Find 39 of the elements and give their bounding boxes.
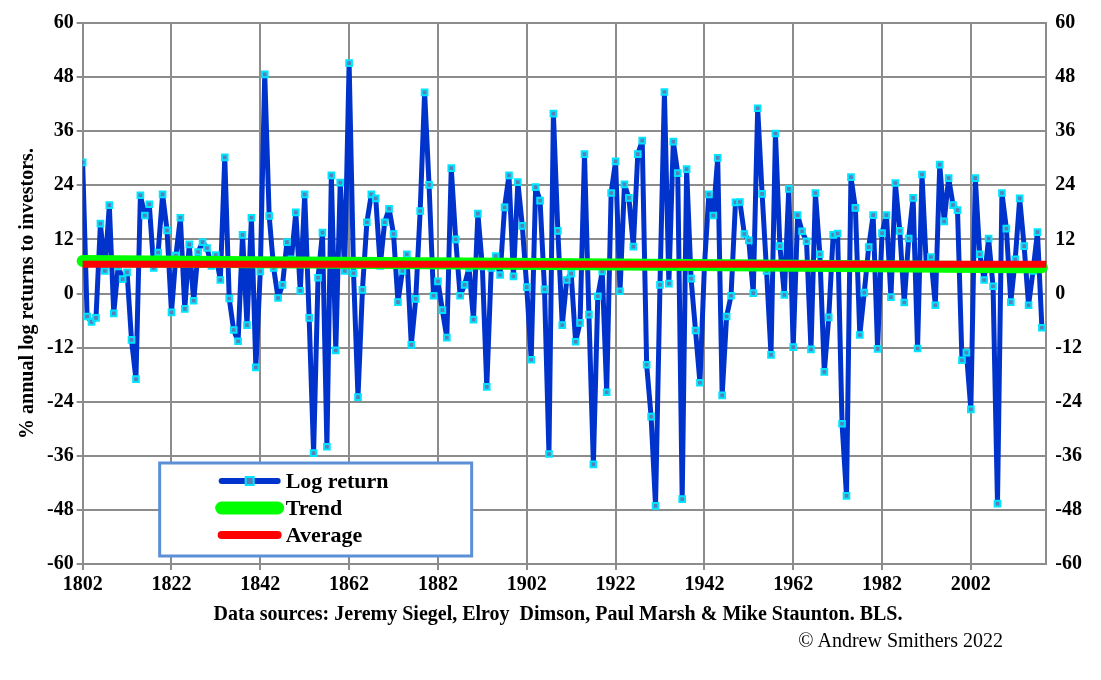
x-tick-label: 1882 <box>417 572 458 595</box>
y2-tick-label: -48 <box>1055 497 1083 520</box>
text: Data sources: Jeremy Siegel, Elroy Dimson, Paul Marsh & Mike Staunton. BLS. <box>212 601 904 626</box>
y2-tick-label: -60 <box>1055 551 1083 574</box>
legend-label: Log return <box>285 467 389 493</box>
legend-label: Average <box>285 521 363 547</box>
x-tick-label: 1962 <box>773 572 814 595</box>
y-tick-label: 60 <box>53 10 74 33</box>
y-tick-label: 0 <box>63 280 74 303</box>
y-tick-label: 24 <box>53 172 74 195</box>
y-tick-label: 48 <box>53 64 74 87</box>
y2-tick-label: 24 <box>1055 172 1076 195</box>
legend-label: Trend <box>285 494 343 520</box>
y2-tick-label: -12 <box>1055 334 1083 357</box>
y2-tick-label: 60 <box>1055 10 1076 33</box>
x-tick-label: 1862 <box>329 572 370 595</box>
x-tick-label: 1842 <box>240 572 281 595</box>
x-tick-label: 1942 <box>684 572 725 595</box>
y-tick-label: -36 <box>46 442 74 465</box>
y2-tick-label: 36 <box>1055 118 1076 141</box>
x-tick-label: 1822 <box>151 572 192 595</box>
x-tick-label: 1902 <box>506 572 547 595</box>
y-tick-label: -12 <box>46 334 74 357</box>
y2-tick-label: 0 <box>1055 280 1066 303</box>
y-tick-label: -48 <box>46 497 74 520</box>
y-axis-title: % annual log returns to investors. <box>15 148 39 439</box>
x-tick-label: 1982 <box>862 572 903 595</box>
y2-tick-label: 48 <box>1055 64 1076 87</box>
y2-tick-label: -24 <box>1055 388 1083 411</box>
x-tick-label: 2002 <box>950 572 991 595</box>
x-tick-label: 1802 <box>62 572 103 595</box>
y-tick-label: 36 <box>53 118 74 141</box>
y-tick-label: -60 <box>46 551 74 574</box>
text: © Andrew Smithers 2022 <box>798 628 1003 652</box>
y2-tick-label: 12 <box>1055 226 1076 249</box>
x-tick-label: 1922 <box>595 572 636 595</box>
y-tick-label: 12 <box>53 226 74 249</box>
y-tick-label: -24 <box>46 388 74 411</box>
y2-tick-label: -36 <box>1055 442 1083 465</box>
